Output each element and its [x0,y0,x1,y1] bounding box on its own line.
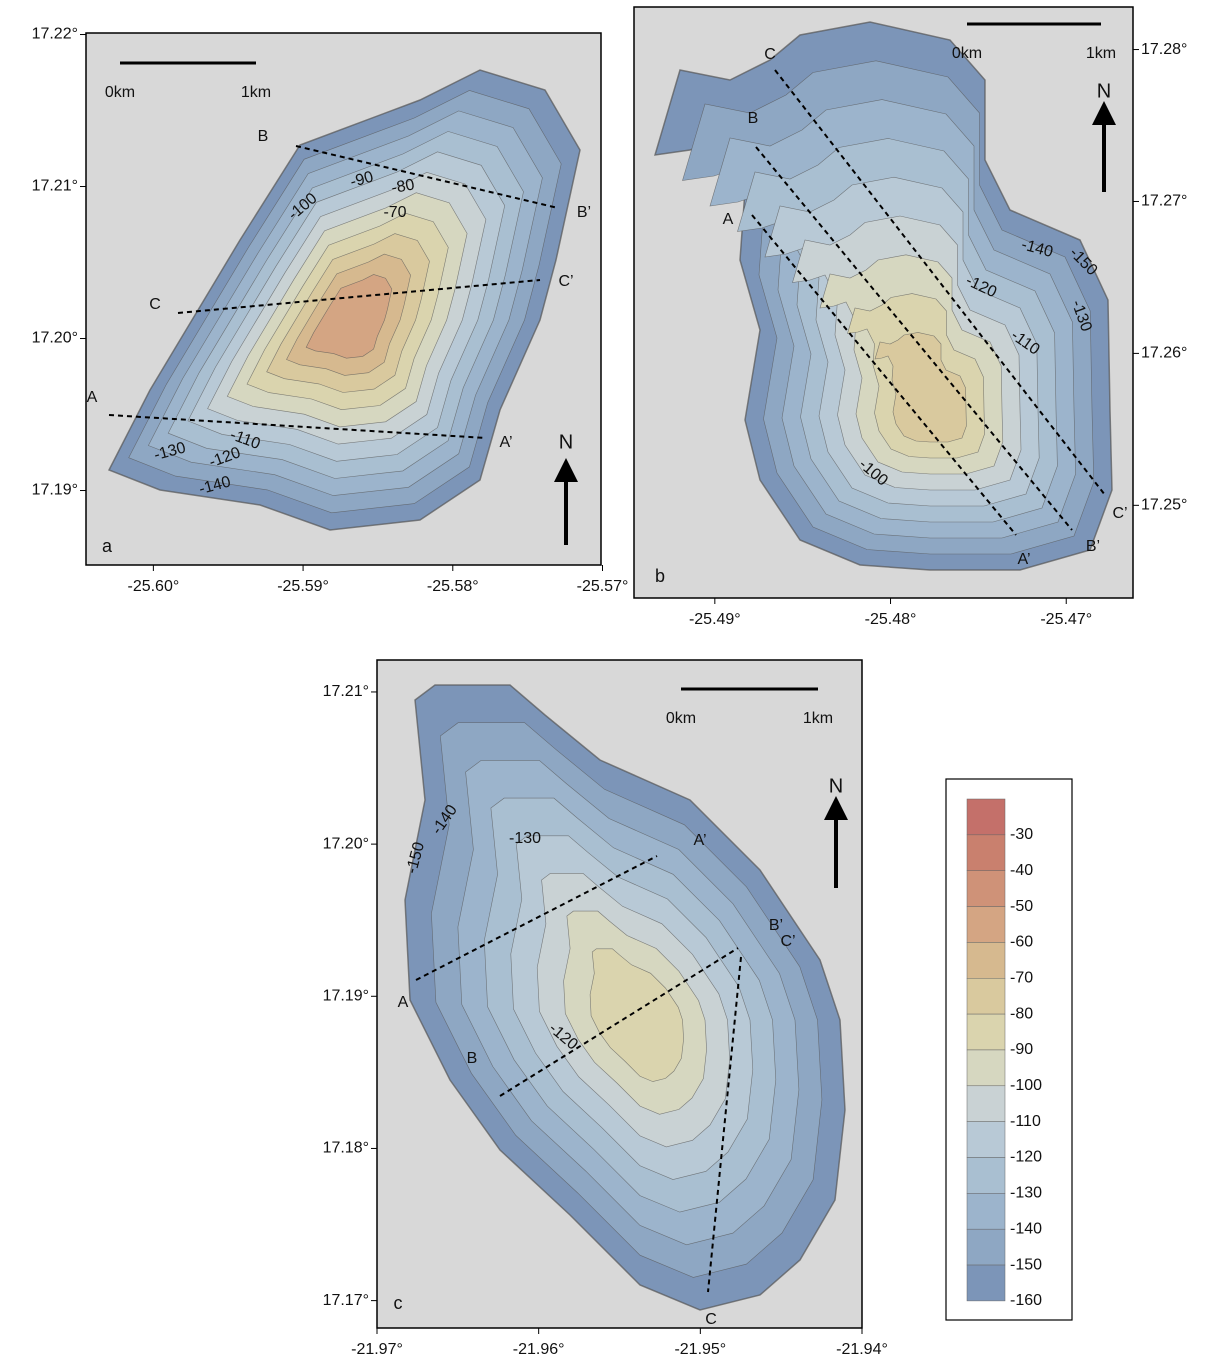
north-label: N [829,775,843,797]
scale-label: 1km [1086,45,1116,62]
legend-label: -150 [1010,1256,1042,1273]
y-tick-label: 17.21° [32,178,78,195]
legend-label: -100 [1010,1077,1042,1094]
legend-swatch [967,907,1005,943]
profile-label: C [149,296,161,313]
profile-label: B [258,128,269,145]
profile-label: C’ [558,273,573,290]
profile-label: A’ [499,434,512,451]
legend-swatch [967,1158,1005,1194]
legend-swatch [967,1193,1005,1229]
x-tick-label: -25.48° [865,611,917,628]
x-tick-label: -21.94° [836,1341,888,1358]
x-tick-label: -25.57° [577,578,629,595]
legend-swatch [967,799,1005,835]
north-label: N [1097,80,1111,102]
legend-swatch [967,942,1005,978]
map-panel: -25.49° -25.48° -25.47° 17.28° 17.27° 17.26° 1… [634,7,1187,628]
panel-letter: b [655,566,665,586]
map-panel: -25.60° -25.59° -25.58° -25.57° 17.22° 17.21°… [32,26,629,595]
x-tick-label: -25.58° [427,578,479,595]
legend-label: -90 [1010,1041,1033,1058]
y-tick-label: 17.19° [32,482,78,499]
scale-label: 0km [952,45,982,62]
y-tick-label: 17.19° [323,988,369,1005]
page: -25.60° -25.59° -25.58° -25.57° 17.22° 17.21°… [0,0,1217,1366]
contour-label: -70 [383,204,406,221]
scale-label: 0km [105,84,135,101]
y-tick-label: 17.22° [32,26,78,43]
figure: -25.60° -25.59° -25.58° -25.57° 17.22° 17.21°… [0,0,1217,1366]
profile-label: C [705,1311,717,1328]
profile-label: A [398,994,409,1011]
x-tick-label: -21.95° [674,1341,726,1358]
legend-swatch [967,1050,1005,1086]
profile-label: C’ [780,933,795,950]
x-tick-label: -25.47° [1040,611,1092,628]
legend-swatch [967,871,1005,907]
profile-label: B [748,110,759,127]
profile-label: A [87,389,98,406]
profile-label: B’ [577,204,591,221]
contour-label: -130 [509,830,541,847]
y-tick-label: 17.25° [1141,497,1187,514]
profile-label: C [764,46,776,63]
legend-swatch [967,835,1005,871]
y-tick-label: 17.28° [1141,41,1187,58]
legend-swatch [967,978,1005,1014]
legend-label: -40 [1010,862,1033,879]
profile-label: C’ [1112,505,1127,522]
panel-letter: a [102,536,113,556]
legend-label: -50 [1010,898,1033,915]
y-tick-label: 17.27° [1141,193,1187,210]
y-tick-label: 17.18° [323,1140,369,1157]
x-tick-label: -25.60° [127,578,179,595]
legend-swatch [967,1086,1005,1122]
panel-letter: c [394,1293,403,1313]
y-tick-label: 17.26° [1141,345,1187,362]
north-label: N [559,431,573,453]
profile-label: A’ [693,832,706,849]
y-tick-label: 17.17° [323,1292,369,1309]
legend-label: -110 [1010,1113,1041,1130]
x-tick-label: -21.96° [513,1341,565,1358]
map-panel: -21.97° -21.96° -21.95° -21.94° 17.21° 17.20°… [323,660,888,1358]
y-tick-label: 17.21° [323,683,369,700]
legend-label: -130 [1010,1185,1042,1202]
legend-label: -120 [1010,1149,1042,1166]
legend-label: -70 [1010,969,1033,986]
legend-swatch [967,1122,1005,1158]
legend-label: -30 [1010,826,1033,843]
legend-label: -60 [1010,934,1033,951]
legend-swatch [967,1265,1005,1301]
profile-label: A [723,211,734,228]
legend-swatch [967,1229,1005,1265]
scale-label: 0km [666,710,696,727]
profile-label: B’ [1086,538,1100,555]
profile-label: B’ [769,917,783,934]
scale-label: 1km [803,710,833,727]
legend-label: -140 [1010,1220,1042,1237]
x-tick-label: -25.49° [689,611,741,628]
y-tick-label: 17.20° [32,330,78,347]
legend-frame [946,779,1072,1320]
legend-swatch [967,1014,1005,1050]
scale-label: 1km [241,84,271,101]
legend-label: -160 [1010,1292,1042,1309]
y-tick-label: 17.20° [323,835,369,852]
legend-label: -80 [1010,1005,1033,1022]
profile-label: B [467,1050,478,1067]
profile-label: A’ [1017,551,1030,568]
legend: -30 -40 -50 -60 -70 -80 -90 -100 -110 -120 -130 -14… [946,779,1072,1320]
x-tick-label: -21.97° [351,1341,403,1358]
x-tick-label: -25.59° [277,578,329,595]
